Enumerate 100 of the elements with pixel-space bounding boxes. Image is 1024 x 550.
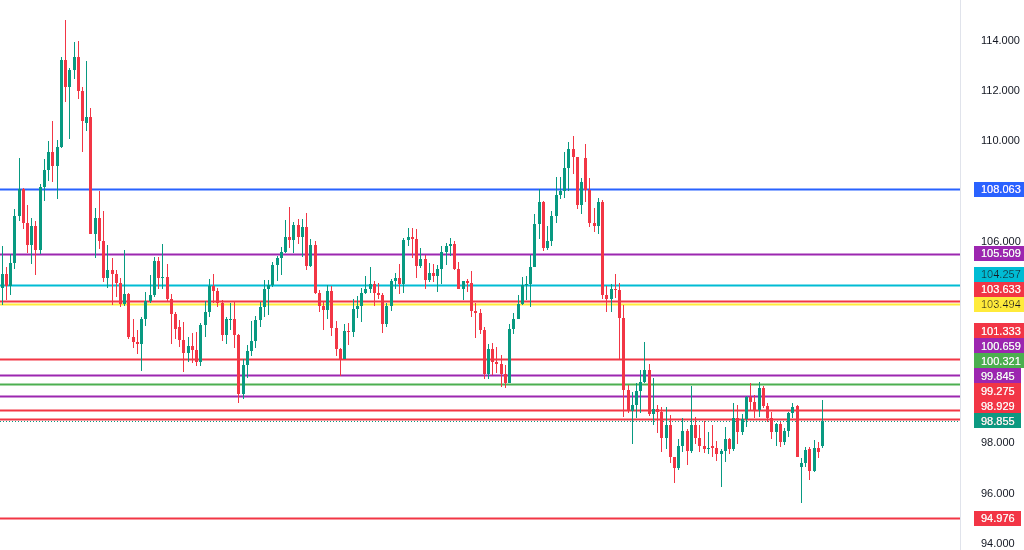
candlestick [292, 221, 295, 254]
candlestick [246, 344, 249, 379]
candlestick [808, 446, 811, 481]
ref-line-label: 105.509 [981, 247, 1021, 260]
candlestick [157, 256, 160, 290]
candlestick [385, 302, 388, 328]
candlestick [643, 341, 646, 384]
ref-line-label: 100.659 [981, 339, 1021, 352]
candlestick [284, 219, 287, 254]
candlestick [538, 188, 541, 240]
candlestick [529, 254, 532, 308]
candlestick [204, 300, 207, 338]
candlestick [94, 207, 97, 259]
candlestick [762, 385, 765, 409]
candlestick [352, 298, 355, 338]
candlestick [775, 422, 778, 447]
candlestick [263, 279, 266, 318]
ref-line-label: 103.494 [981, 298, 1021, 311]
candlestick [288, 206, 291, 249]
candlestick [800, 457, 803, 504]
candlestick [635, 382, 638, 419]
candlestick [47, 140, 50, 182]
candlestick [457, 261, 460, 290]
candlestick [665, 406, 668, 450]
candlestick [597, 197, 600, 235]
candlestick [30, 217, 33, 265]
candlestick [347, 322, 350, 346]
candlestick [715, 440, 718, 462]
candlestick [280, 246, 283, 276]
ref-line-label: 99.275 [981, 384, 1015, 397]
candlestick [720, 448, 723, 488]
candlestick [73, 41, 76, 80]
candlestick [479, 308, 482, 335]
candlestick [267, 279, 270, 316]
candlestick [521, 276, 524, 306]
candlestick [758, 381, 761, 418]
candlestick [250, 320, 253, 357]
ref-line-label: 98.929 [981, 399, 1015, 412]
ref-line-label: 100.321 [981, 354, 1021, 367]
candlestick [106, 244, 109, 289]
candlestick [98, 190, 101, 250]
ref-line-label: 108.063 [981, 183, 1021, 196]
candlestick [276, 255, 279, 282]
ref-line-label: 101.333 [981, 324, 1021, 337]
candlestick [504, 364, 507, 389]
candlestick [440, 245, 443, 285]
candlestick [115, 269, 118, 298]
candlestick [593, 207, 596, 233]
candlestick [567, 141, 570, 192]
candlestick [398, 263, 401, 295]
candlestick [68, 67, 71, 140]
candlestick [229, 302, 232, 331]
candlestick [546, 225, 549, 251]
candlestick [85, 60, 88, 132]
candlestick [436, 264, 439, 293]
candlestick [335, 320, 338, 357]
candlestick [572, 135, 575, 175]
candlestick [432, 263, 435, 283]
candlestick [51, 120, 54, 183]
candlestick [271, 261, 274, 288]
candlestick [517, 294, 520, 320]
candlestick [259, 301, 262, 328]
candlestick [144, 291, 147, 327]
candlestick [360, 287, 363, 323]
y-tick-label: 114.000 [981, 33, 1020, 46]
ref-line-label: 103.633 [981, 283, 1021, 296]
candlestick [686, 428, 689, 466]
candlestick [580, 177, 583, 215]
candlestick [56, 139, 59, 200]
y-tick-label: 98.000 [981, 436, 1015, 449]
candlestick [309, 238, 312, 268]
candlestick [462, 280, 465, 301]
candlestick [187, 336, 190, 363]
ref-line-label: 98.855 [981, 414, 1015, 427]
ref-line-label: 104.257 [981, 268, 1021, 281]
candlestick [424, 254, 427, 290]
candlestick [297, 218, 300, 245]
candlestick [419, 247, 422, 269]
candlestick [563, 151, 566, 199]
candlestick [445, 242, 448, 266]
candlestick [639, 369, 642, 414]
ref-line-label: 99.845 [981, 369, 1015, 382]
candlestick [804, 446, 807, 468]
candlestick [149, 274, 152, 304]
ref-line-label: 94.976 [981, 512, 1015, 525]
candlestick [525, 275, 528, 301]
candlestick [301, 218, 304, 258]
candlestick [428, 262, 431, 283]
candlestick [610, 283, 613, 313]
candlestick [43, 158, 46, 202]
candlestick [225, 316, 228, 345]
candlestick [254, 315, 257, 349]
candlestick [673, 456, 676, 484]
candlestick [123, 249, 126, 307]
candlestick [9, 253, 12, 296]
candlestick [369, 266, 372, 294]
y-tick-label: 106.000 [981, 235, 1021, 248]
candlestick [466, 278, 469, 293]
candlestick [1, 245, 4, 306]
candlestick [724, 426, 727, 463]
